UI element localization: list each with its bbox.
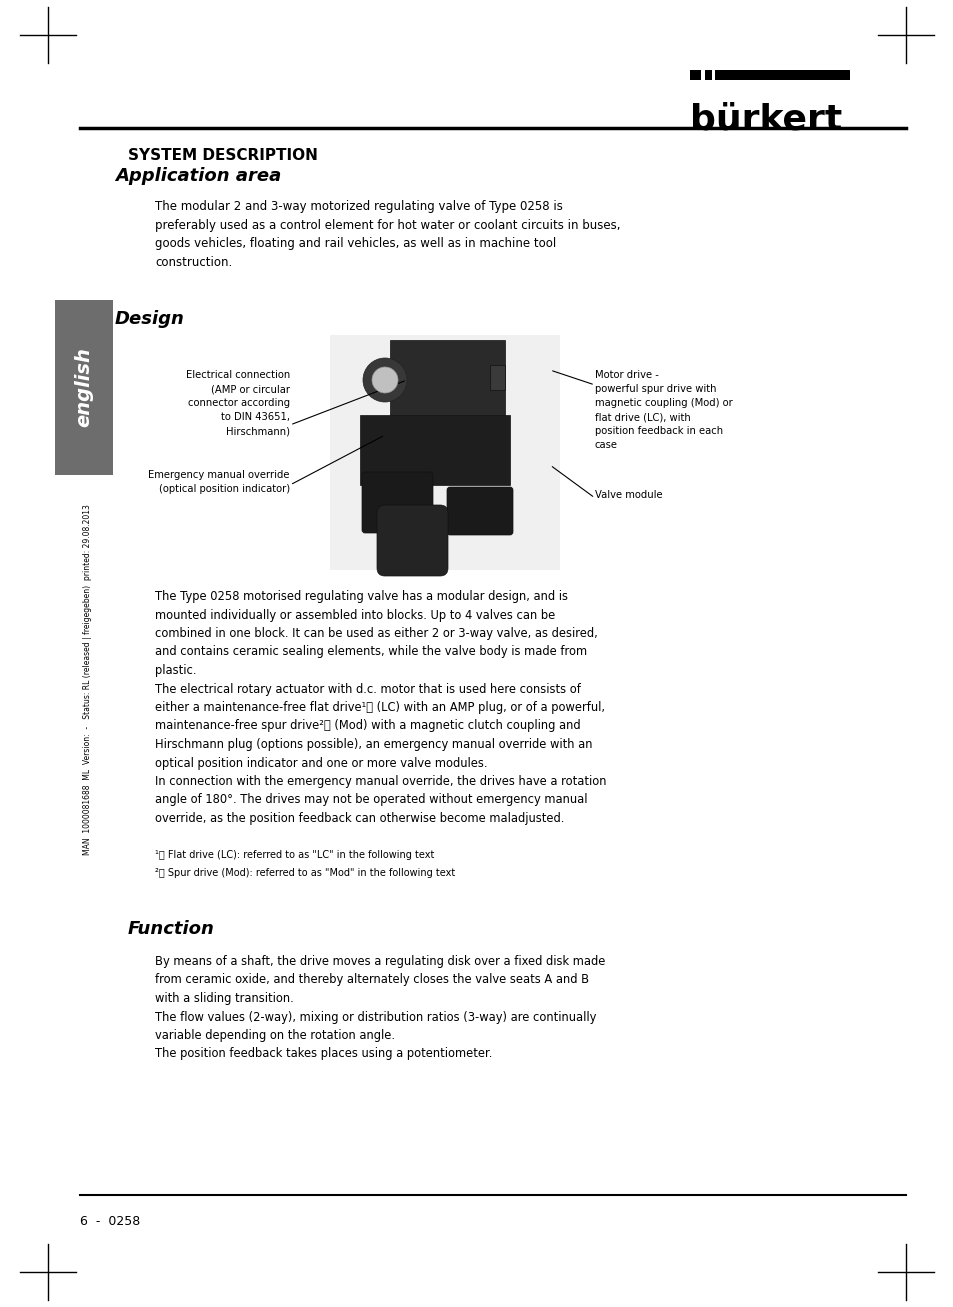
Circle shape xyxy=(372,367,397,393)
Bar xyxy=(359,416,510,485)
Text: Motor drive -
powerful spur drive with
magnetic coupling (Mod) or
flat drive (LC: Motor drive - powerful spur drive with m… xyxy=(595,370,732,450)
Bar xyxy=(390,340,504,416)
Text: english: english xyxy=(74,348,93,427)
Text: ¹⦾ Flat drive (LC): referred to as "LC" in the following text: ¹⦾ Flat drive (LC): referred to as "LC" … xyxy=(154,850,434,860)
Bar xyxy=(490,365,504,389)
Text: SYSTEM DESCRIPTION: SYSTEM DESCRIPTION xyxy=(128,148,317,163)
Text: MAN  1000081688  ML  Version:  -   Status: RL (released | freigegeben)  printed:: MAN 1000081688 ML Version: - Status: RL … xyxy=(84,505,92,856)
Text: 6  -  0258: 6 - 0258 xyxy=(80,1216,140,1229)
Bar xyxy=(704,71,711,80)
Circle shape xyxy=(363,358,407,403)
Text: Valve module: Valve module xyxy=(595,490,662,501)
Text: By means of a shaft, the drive moves a regulating disk over a fixed disk made
fr: By means of a shaft, the drive moves a r… xyxy=(154,955,605,1060)
Text: Function: Function xyxy=(128,920,214,938)
Text: Application area: Application area xyxy=(115,167,281,186)
Text: The modular 2 and 3-way motorized regulating valve of Type 0258 is
preferably us: The modular 2 and 3-way motorized regula… xyxy=(154,200,619,268)
FancyBboxPatch shape xyxy=(447,488,513,535)
Bar xyxy=(55,301,112,474)
Bar xyxy=(689,71,700,80)
FancyBboxPatch shape xyxy=(376,505,448,576)
FancyBboxPatch shape xyxy=(361,472,433,533)
Text: bürkert: bürkert xyxy=(689,103,841,137)
Text: Design: Design xyxy=(115,310,185,328)
Text: ²⦾ Spur drive (Mod): referred to as "Mod" in the following text: ²⦾ Spur drive (Mod): referred to as "Mod… xyxy=(154,868,455,878)
Text: The Type 0258 motorised regulating valve has a modular design, and is
mounted in: The Type 0258 motorised regulating valve… xyxy=(154,589,606,825)
Text: Electrical connection
(AMP or circular
connector according
to DIN 43651,
Hirschm: Electrical connection (AMP or circular c… xyxy=(186,370,290,437)
Bar xyxy=(714,71,849,80)
Text: Emergency manual override
(optical position indicator): Emergency manual override (optical posit… xyxy=(149,471,290,494)
Bar xyxy=(330,335,559,570)
